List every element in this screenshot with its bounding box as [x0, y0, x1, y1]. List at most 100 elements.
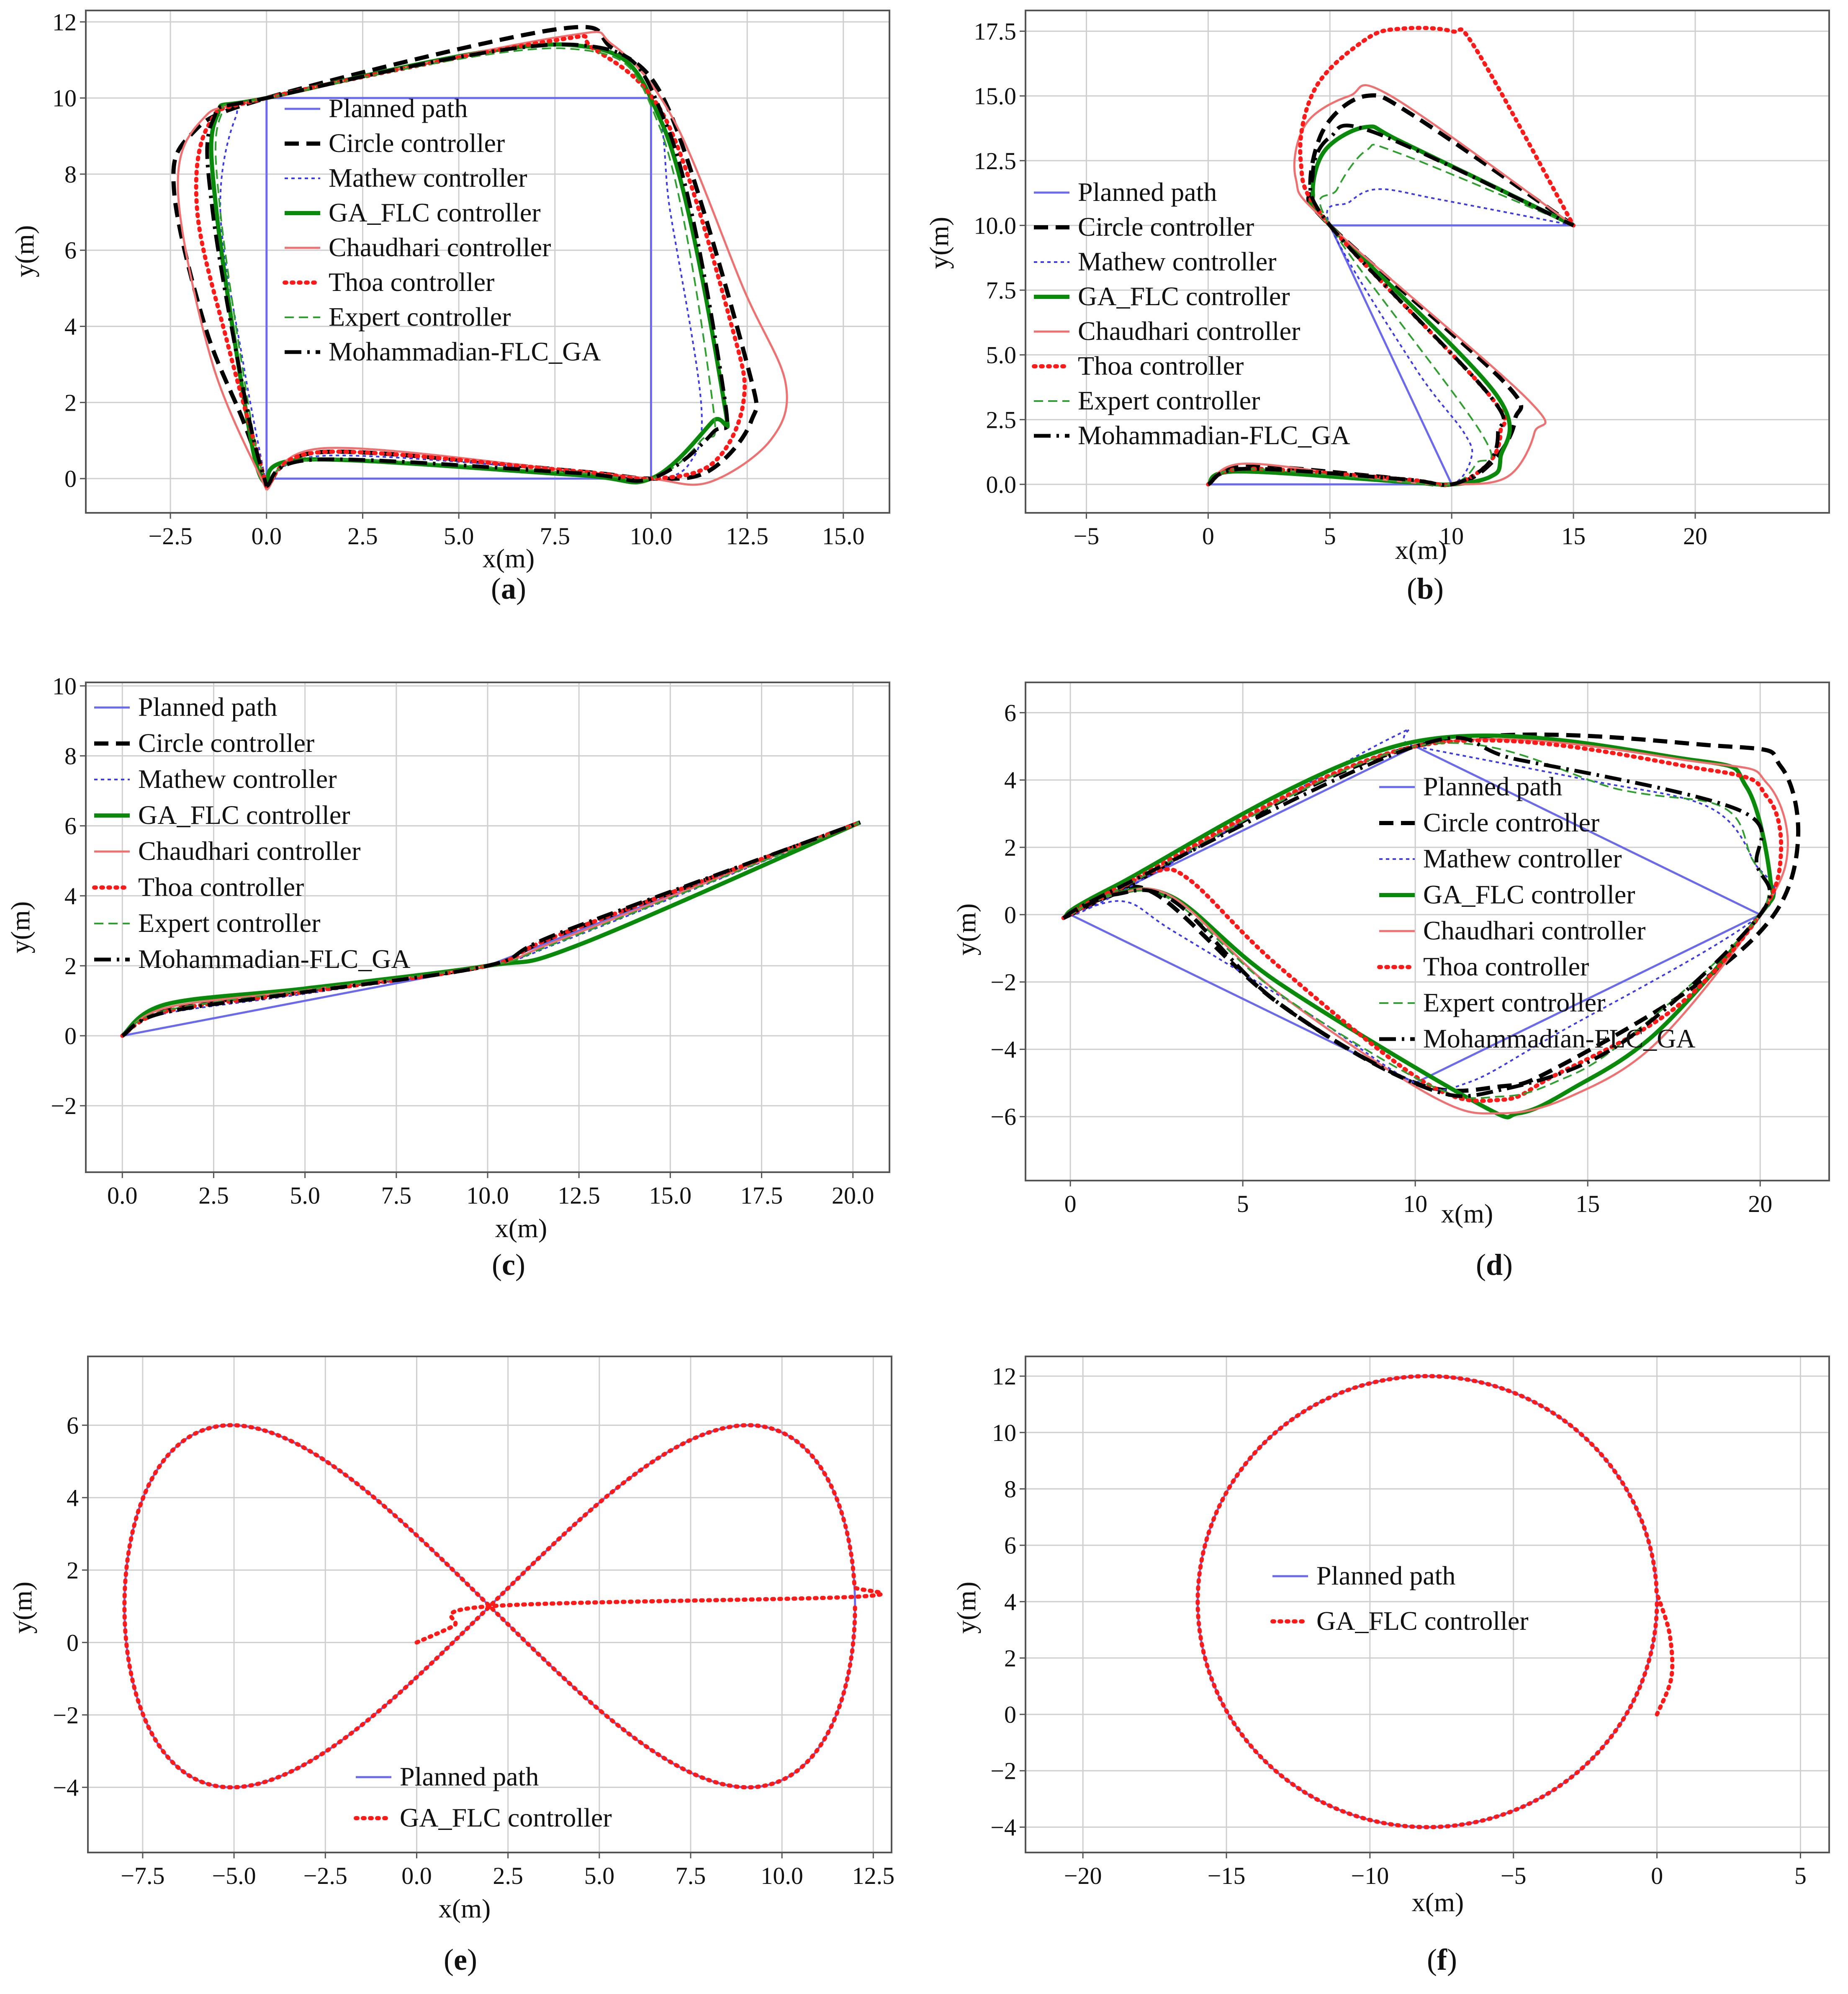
x-tick-label: 5 — [1237, 1190, 1249, 1217]
x-tick-label: 5.0 — [290, 1182, 320, 1209]
y-tick-label: 2 — [67, 1557, 79, 1584]
y-tick-label: 6 — [1004, 1532, 1016, 1559]
legend: Planned path Circle controller Mathew cont… — [92, 692, 411, 974]
x-axis-label: x(m) — [1412, 1887, 1464, 1917]
y-axis-label: y(m) — [951, 1582, 981, 1634]
x-axis-label: x(m) — [1395, 535, 1447, 565]
y-axis-label: y(m) — [8, 1582, 37, 1634]
legend-label-expert-controller: Expert controller — [329, 302, 511, 332]
series-line-ga-flc-controller — [209, 42, 730, 488]
x-tick-label: 15 — [1561, 522, 1586, 550]
series-line-mohammadian-flc-ga — [1062, 736, 1772, 1098]
y-tick-label: 8 — [64, 743, 77, 770]
x-tick-label: 15.0 — [822, 522, 865, 550]
legend-label-planned-path: Planned path — [138, 692, 277, 722]
legend-label-planned-path: Planned path — [1316, 1561, 1455, 1590]
x-tick-label: 20 — [1748, 1190, 1772, 1217]
legend-label-planned-path: Planned path — [329, 93, 468, 123]
x-tick-label: 12.5 — [726, 522, 769, 550]
legend-label-chaudhari-controller: Chaudhari controller — [1423, 916, 1645, 945]
legend-label-expert-controller: Expert controller — [1078, 386, 1260, 415]
y-tick-label: 4 — [1004, 767, 1016, 794]
series-line-mathew-controller — [1063, 728, 1776, 1091]
x-tick-label: 2.5 — [198, 1182, 229, 1209]
x-tick-label: −20 — [1064, 1862, 1102, 1889]
panel-caption: (f) — [1427, 1943, 1457, 1976]
y-tick-label: 6 — [67, 1412, 79, 1439]
series-line-circle-controller — [171, 25, 759, 488]
legend-label-planned-path: Planned path — [1078, 177, 1217, 207]
legend-label-thoa-controller: Thoa controller — [1078, 351, 1244, 381]
x-axis-label: x(m) — [439, 1894, 491, 1923]
x-tick-label: 15.0 — [649, 1182, 692, 1209]
x-tick-label: 7.5 — [381, 1182, 412, 1209]
y-tick-label: 10 — [52, 85, 77, 112]
y-tick-label: 0 — [1004, 901, 1016, 929]
y-tick-label: 2 — [64, 952, 77, 980]
y-tick-label: 8 — [1004, 1475, 1016, 1503]
x-tick-label: 20 — [1683, 522, 1707, 550]
legend-label-ga-flc-controller: GA_FLC controller — [1316, 1606, 1529, 1636]
legend-label-planned-path: Planned path — [1423, 772, 1562, 801]
y-axis-label: y(m) — [924, 217, 954, 269]
plot-area — [1026, 682, 1829, 1181]
legend-label-ga-flc-controller: GA_FLC controller — [1423, 880, 1635, 909]
x-tick-label: 5.0 — [584, 1862, 615, 1889]
legend: Planned path Circle controller Mathew cont… — [1377, 772, 1696, 1053]
plot-frame — [87, 1356, 892, 1853]
legend-label-ga-flc-controller: GA_FLC controller — [138, 800, 350, 830]
x-tick-label: −5 — [1074, 522, 1100, 550]
legend-label-mohammadian-flc-ga: Mohammadian-FLC_GA — [329, 337, 601, 366]
y-axis-label: y(m) — [5, 901, 35, 953]
legend-label-mathew-controller: Mathew controller — [1423, 844, 1622, 873]
y-tick-label: 12.5 — [974, 147, 1017, 175]
x-tick-label: 7.5 — [676, 1862, 706, 1889]
y-tick-label: −4 — [990, 1036, 1016, 1063]
y-axis-label: y(m) — [951, 903, 981, 955]
x-tick-label: 0 — [1064, 1190, 1077, 1217]
x-axis-label: x(m) — [483, 543, 535, 573]
y-tick-label: 2 — [1004, 834, 1016, 861]
series-line-ga-flc-controller — [1195, 1374, 1675, 1829]
legend-label-thoa-controller: Thoa controller — [1423, 952, 1589, 981]
x-tick-label: 0 — [1651, 1862, 1663, 1889]
x-tick-label: 0 — [1202, 522, 1214, 550]
legend-label-mathew-controller: Mathew controller — [138, 764, 337, 794]
chart-panel-d: 0 5 10 15 20 −6 −4 −2 0 2 4 6 Planned path Circle con… — [951, 682, 1830, 1281]
legend-label-chaudhari-controller: Chaudhari controller — [138, 836, 360, 866]
legend-label-ga-flc-controller: GA_FLC controller — [1078, 281, 1290, 311]
series-group — [1195, 1374, 1675, 1829]
series-line-expert-controller — [1063, 742, 1770, 1099]
y-tick-label: 0.0 — [986, 471, 1017, 498]
x-tick-label: −7.5 — [121, 1862, 164, 1889]
y-tick-label: 8 — [64, 161, 77, 188]
series-line-thoa-controller — [194, 34, 747, 489]
x-tick-label: 0.0 — [107, 1182, 138, 1209]
y-tick-label: −2 — [990, 969, 1016, 996]
series-group — [1206, 26, 1576, 487]
panel-caption: (d) — [1476, 1248, 1513, 1281]
legend-label-ga-flc-controller: GA_FLC controller — [329, 198, 541, 227]
x-tick-label: 2.5 — [493, 1862, 523, 1889]
y-tick-label: −2 — [990, 1757, 1016, 1785]
y-tick-label: 0 — [64, 1022, 77, 1050]
series-group — [122, 1423, 884, 1790]
legend-label-mohammadian-flc-ga: Mohammadian-FLC_GA — [138, 944, 411, 974]
series-line-mathew-controller — [219, 44, 703, 487]
plot-area — [86, 10, 889, 513]
x-tick-label: −5 — [1501, 1862, 1527, 1889]
panel-caption: (a) — [491, 572, 526, 605]
legend-label-mathew-controller: Mathew controller — [329, 163, 527, 193]
y-tick-label: 6 — [64, 813, 77, 840]
x-tick-label: 12.5 — [558, 1182, 600, 1209]
plot-frame — [1025, 10, 1830, 514]
y-tick-label: 12 — [992, 1363, 1016, 1390]
x-tick-label: 20.0 — [832, 1182, 874, 1209]
y-tick-label: 4 — [67, 1484, 79, 1511]
x-tick-label: 15 — [1576, 1190, 1600, 1217]
plot-frame — [85, 682, 890, 1173]
legend: Planned path Circle controller Mathew cont… — [283, 93, 601, 366]
panel-caption: (b) — [1407, 572, 1444, 605]
y-tick-label: 10 — [992, 1419, 1016, 1446]
x-tick-label: 10.0 — [761, 1862, 803, 1889]
